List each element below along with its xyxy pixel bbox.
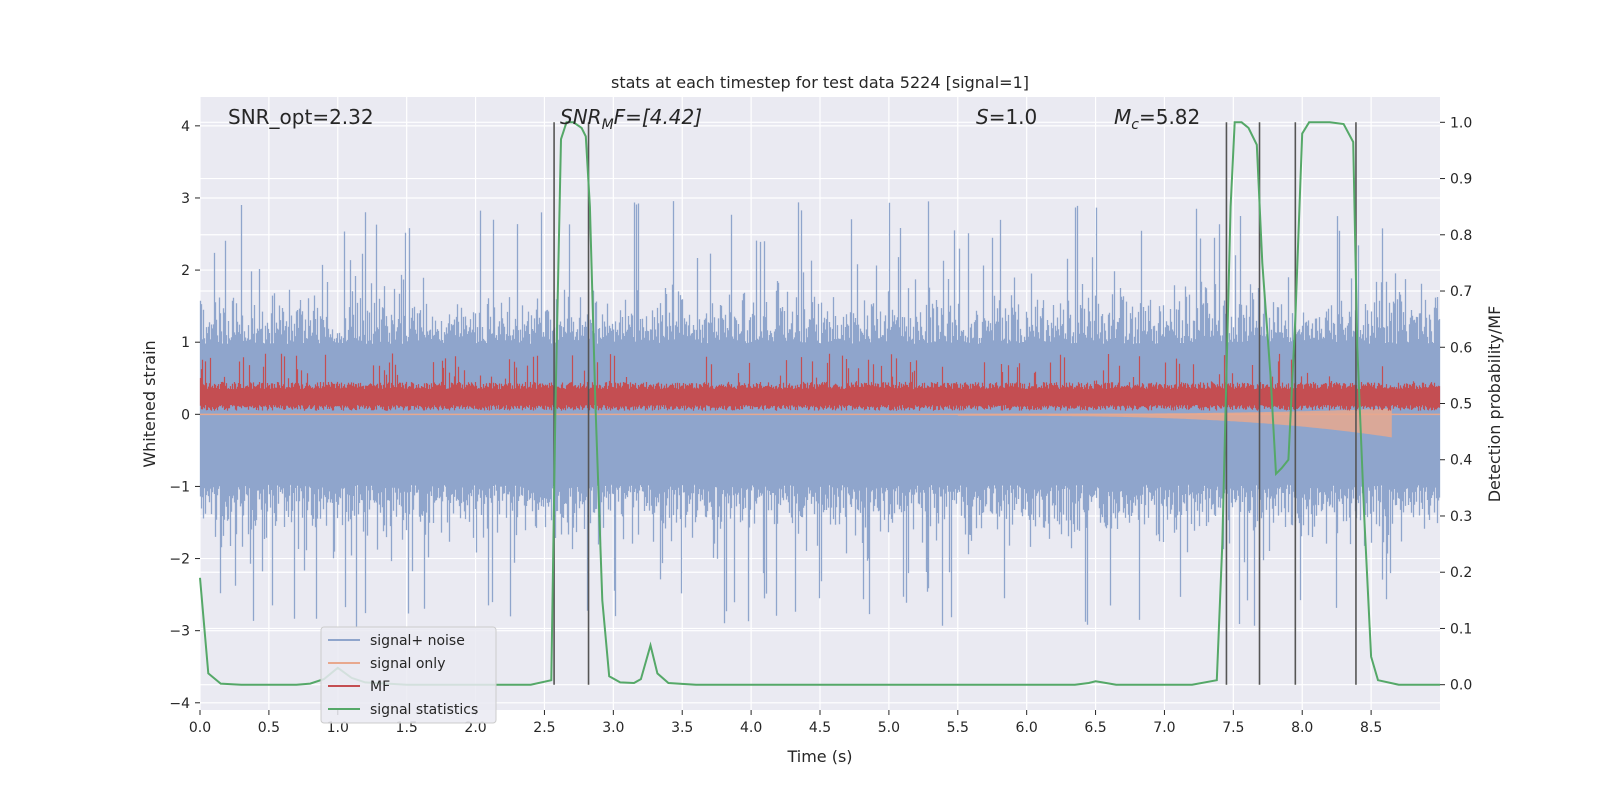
x-tick-label: 6.5: [1084, 720, 1106, 736]
annotation-mc-subscript: c: [1131, 117, 1139, 133]
y-tick-label-left: 3: [181, 191, 190, 207]
y-tick-label-left: −1: [169, 479, 190, 495]
mf-series: [199, 353, 1441, 411]
x-tick-label: 4.0: [740, 720, 762, 736]
annotation-snr-opt: SNR_opt=2.32: [228, 105, 374, 129]
annotation-s: S=1.0: [976, 105, 1037, 129]
y-tick-label-left: 1: [181, 335, 190, 351]
y-tick-label-left: 0: [181, 407, 190, 423]
x-tick-label: 2.5: [533, 720, 555, 736]
legend-box: [320, 626, 497, 724]
legend: signal+ noise signal only MF signal statist…: [320, 626, 497, 724]
annotation-mc-value: =5.82: [1139, 105, 1200, 129]
annotation-snr-mf-symbol: SNR: [560, 105, 602, 129]
annotation-mc: Mc=5.82: [1114, 105, 1200, 133]
y-tick-label-right: 0.2: [1450, 565, 1472, 581]
mf-band: [199, 353, 1441, 411]
x-axis-label: Time (s): [786, 747, 852, 766]
y-axis-label-left: Whitened strain: [140, 340, 159, 467]
x-tick-label: 1.0: [327, 720, 349, 736]
legend-label: signal only: [370, 656, 445, 672]
legend-label: signal statistics: [370, 702, 478, 718]
y-tick-label-right: 0.5: [1450, 397, 1472, 413]
signal-only-series: [200, 408, 1440, 438]
y-tick-label-right: 0.7: [1450, 284, 1472, 300]
x-tick-label: 3.5: [671, 720, 693, 736]
chart-title: stats at each timestep for test data 522…: [611, 73, 1029, 92]
annotation-s-symbol: S: [976, 105, 989, 129]
x-tick-label: 5.0: [878, 720, 900, 736]
signal-only-band: [957, 408, 1392, 438]
annotation-snr-mf: SNRMF=[4.42]: [560, 105, 702, 133]
y-tick-label-right: 0.3: [1450, 509, 1472, 525]
y-tick-label-right: 0.0: [1450, 678, 1472, 694]
y-tick-label-left: −2: [169, 552, 190, 568]
annotation-snr-mf-value: F=[4.42]: [614, 105, 702, 129]
y-tick-label-left: 2: [181, 263, 190, 279]
x-tick-label: 1.5: [396, 720, 418, 736]
y-tick-label-right: 0.6: [1450, 340, 1472, 356]
legend-label: signal+ noise: [370, 633, 465, 649]
y-tick-label-left: −3: [169, 624, 190, 640]
x-tick-label: 0.0: [189, 720, 211, 736]
y-tick-label-right: 0.1: [1450, 621, 1472, 637]
x-tick-label: 5.5: [947, 720, 969, 736]
y-tick-label-right: 0.4: [1450, 453, 1472, 469]
axis-ticks: 0.0 0.5 1.0 1.5 2.0 2.5 3.0 3.5 4.0 4.5 5.0 5.5 6.0 6…: [169, 115, 1472, 736]
legend-label: MF: [370, 679, 390, 695]
annotation-snr-mf-subscript: M: [602, 117, 614, 133]
y-tick-label-right: 0.9: [1450, 172, 1472, 188]
annotation-mc-symbol: M: [1114, 105, 1131, 129]
y-tick-label-right: 1.0: [1450, 115, 1472, 131]
x-tick-label: 2.0: [464, 720, 486, 736]
x-tick-label: 8.0: [1291, 720, 1313, 736]
annotation-s-value: =1.0: [989, 105, 1038, 129]
y-axis-label-right: Detection probability/MF: [1485, 306, 1504, 503]
x-tick-label: 4.5: [809, 720, 831, 736]
x-tick-label: 8.5: [1360, 720, 1382, 736]
x-tick-label: 7.0: [1153, 720, 1175, 736]
y-tick-label-left: −4: [169, 696, 190, 712]
x-tick-label: 7.5: [1222, 720, 1244, 736]
x-tick-label: 0.5: [258, 720, 280, 736]
x-tick-label: 6.0: [1016, 720, 1038, 736]
y-tick-label-right: 0.8: [1450, 228, 1472, 244]
x-tick-label: 3.0: [602, 720, 624, 736]
y-tick-label-left: 4: [181, 119, 190, 135]
